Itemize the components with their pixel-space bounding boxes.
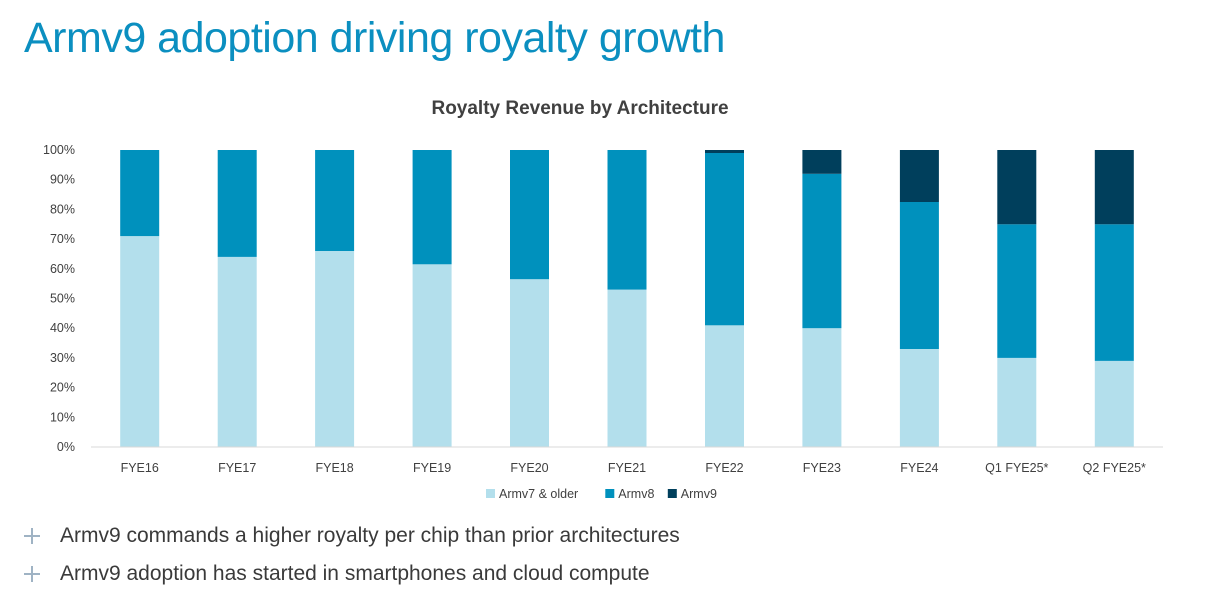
bar-segment	[705, 325, 744, 447]
bar-segment	[120, 236, 160, 447]
bar-segment	[315, 251, 355, 447]
x-axis: FYE16 FYE17 FYE18 FYE19 FYE20 FYE21 FYE22 FYE23…	[121, 461, 1146, 475]
y-tick-label: 80%	[50, 202, 75, 216]
x-tick-label: FYE21	[608, 461, 646, 475]
y-tick-label: 90%	[50, 173, 75, 187]
plus-icon	[24, 566, 40, 582]
legend-label: Armv9	[681, 487, 717, 501]
bar-segment	[997, 224, 1037, 358]
legend-swatch	[486, 489, 495, 498]
bullet-item: Armv9 commands a higher royalty per chip…	[22, 518, 680, 556]
y-tick-label: 10%	[50, 410, 75, 424]
bar-segment	[802, 150, 842, 174]
bar-segment	[217, 150, 257, 257]
y-tick-label: 70%	[50, 232, 75, 246]
legend-label: Armv7 & older	[499, 487, 578, 501]
x-tick-label: FYE16	[121, 461, 159, 475]
x-tick-label: Q2 FYE25*	[1083, 461, 1146, 475]
plus-icon	[24, 528, 40, 544]
bar-segment	[802, 173, 842, 329]
x-tick-label: FYE20	[510, 461, 548, 475]
royalty-revenue-chart: Royalty Revenue by Architecture 0% 10% 20%…	[43, 98, 1163, 501]
bullet-text: Armv9 adoption has started in smartphone…	[60, 562, 650, 585]
bars	[120, 150, 1134, 447]
x-tick-label: FYE23	[803, 461, 841, 475]
bar-segment	[217, 256, 257, 447]
x-tick-label: FYE17	[218, 461, 256, 475]
bar-segment	[607, 150, 647, 290]
bar-segment	[510, 150, 549, 280]
bullet-text: Armv9 commands a higher royalty per chip…	[60, 524, 680, 547]
bar-segment	[899, 349, 939, 447]
bar-segment	[899, 202, 939, 349]
y-axis: 0% 10% 20% 30% 40% 50% 60% 70% 80% 90% 100%	[43, 143, 75, 454]
x-tick-label: Q1 FYE25*	[985, 461, 1048, 475]
bar-segment	[997, 357, 1037, 447]
bar-segment	[1094, 224, 1134, 361]
bar-segment	[705, 153, 744, 326]
bar-segment	[412, 150, 452, 265]
x-tick-label: FYE19	[413, 461, 451, 475]
chart-title: Royalty Revenue by Architecture	[431, 98, 728, 119]
bar-segment	[997, 150, 1037, 225]
slide-title: Armv9 adoption driving royalty growth	[24, 14, 725, 62]
legend-label: Armv8	[618, 487, 654, 501]
x-tick-label: FYE24	[900, 461, 938, 475]
bar-segment	[120, 150, 160, 237]
y-tick-label: 50%	[50, 292, 75, 306]
y-tick-label: 100%	[43, 143, 75, 157]
bar-segment	[802, 328, 842, 447]
bar-segment	[510, 279, 549, 447]
bullet-list: Armv9 commands a higher royalty per chip…	[22, 518, 680, 594]
y-tick-label: 40%	[50, 321, 75, 335]
legend: Armv7 & older Armv8 Armv9	[486, 487, 717, 501]
legend-swatch	[605, 489, 615, 498]
bar-segment	[705, 150, 744, 153]
y-tick-label: 0%	[57, 440, 75, 454]
bar-segment	[1094, 360, 1134, 447]
y-tick-label: 20%	[50, 381, 75, 395]
bullet-item: Armv9 adoption has started in smartphone…	[22, 556, 680, 594]
bar-segment	[899, 150, 939, 202]
legend-swatch	[667, 489, 677, 498]
bar-segment	[412, 264, 452, 447]
bar-segment	[315, 150, 355, 251]
y-tick-label: 60%	[50, 262, 75, 276]
bar-segment	[607, 289, 647, 447]
x-tick-label: FYE18	[315, 461, 353, 475]
bar-segment	[1094, 150, 1134, 225]
x-tick-label: FYE22	[705, 461, 743, 475]
y-tick-label: 30%	[50, 351, 75, 365]
